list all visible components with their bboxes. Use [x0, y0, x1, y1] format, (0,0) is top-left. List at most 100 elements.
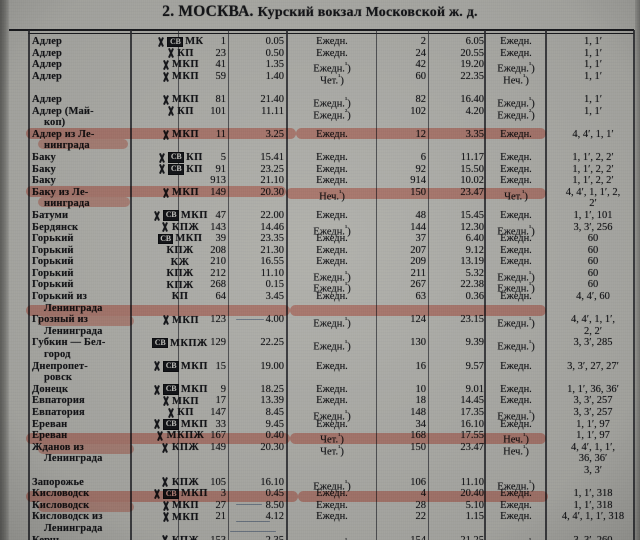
train-type-cell: МКП: [132, 94, 228, 106]
car-classes-label: КП: [186, 163, 203, 175]
table-row: Баку СВ КП 91 23.25 Ежедн. 92 15.50 Ежедн. 1, 1′,…: [0, 164, 640, 176]
destination-cell-continued: нинграда: [44, 198, 90, 210]
platform-cell: 36, 36′: [578, 453, 608, 465]
train-number-inbound: 24: [415, 47, 427, 59]
table-top-rule-outer: [9, 29, 634, 31]
col-rule-dy1: [286, 30, 288, 540]
train-number-outbound: 59: [215, 70, 227, 82]
arrival-time-inbound: 6.05: [465, 36, 484, 47]
destination-cell: Горький: [32, 233, 74, 245]
arrival-time-inbound: 13.19: [460, 256, 484, 268]
destination-cell: Горький: [32, 256, 74, 268]
car-classes-label: МКП: [180, 384, 208, 396]
destination-cell: Адлер: [32, 93, 63, 105]
train-type-cell: КПЖ: [132, 535, 228, 540]
departure-time-outbound: 4.00: [265, 314, 284, 326]
dining-car-icon: [161, 397, 170, 406]
col-rule-dy2: [484, 30, 486, 540]
departure-time-outbound: 20.30: [260, 186, 284, 198]
frequency-inbound: Ежедн.: [500, 511, 532, 523]
frequency-inbound: Ежедн.: [500, 175, 532, 187]
train-number-inbound: 28: [415, 499, 427, 511]
train-type-cell: КЖ: [132, 256, 228, 268]
train-number-inbound: 82: [415, 93, 427, 105]
table-row: Адлер МКП 81 21.40 Ежедн.¹) 82 16.40 Ежедн.¹) 1,…: [0, 93, 640, 110]
departure-time-outbound: 1.35: [265, 59, 284, 71]
table-row: Адлер из Ле- МКП 11 3.25 Ежедн. 12 3.35 Ежедн. 4…: [0, 129, 640, 141]
arrival-time-inbound: 5.10: [465, 499, 484, 511]
destination-cell: Адлер: [32, 70, 63, 82]
platform-cell: 4, 4′, 1, 1′, 2,: [565, 186, 621, 198]
destination-cell: Кисловодск: [32, 499, 90, 511]
arrival-time-inbound: 4.20: [465, 105, 484, 117]
dining-car-icon: [156, 37, 165, 46]
table-row: нинграда 2′: [0, 198, 640, 210]
frequency-outbound: Чет.¹): [320, 442, 344, 458]
train-number-outbound: 153: [182, 535, 226, 540]
train-type-cell: МКП: [132, 59, 228, 71]
train-number-inbound: 4: [420, 488, 426, 500]
train-type-cell: СВ МКП: [132, 210, 228, 222]
frequency-outbound: Ежедн.¹): [313, 268, 351, 284]
destination-cell-continued: город: [44, 349, 71, 361]
dining-car-icon: [161, 72, 170, 81]
platform-cell: 1, 1′, 2, 2′: [572, 175, 614, 187]
frequency-inbound: Неч.¹): [503, 442, 529, 458]
departure-time-outbound: 21.30: [260, 244, 284, 256]
destination-cell: Евпатория: [32, 407, 85, 418]
sleeping-car-badge: СВ: [152, 337, 169, 349]
table-row: коп): [0, 117, 640, 129]
frequency-inbound: Ежедн.: [500, 256, 532, 268]
train-type-cell: СВ КП: [132, 152, 228, 164]
train-number-outbound: 47: [215, 209, 227, 221]
frequency-outbound: Ежедн.¹): [313, 280, 351, 295]
platform-cell: 1, 1′: [583, 93, 603, 105]
col-rule-type: [130, 30, 132, 540]
platform-cell: 1, 1′: [583, 36, 603, 47]
car-classes-label: МКП: [172, 500, 199, 512]
platform-cell: 60: [587, 244, 599, 256]
train-number-outbound: 21: [215, 511, 227, 523]
train-number-inbound: 2: [420, 36, 426, 47]
dining-car-icon: [161, 536, 170, 540]
dining-car-icon: [152, 385, 161, 394]
table-row: Грозный из МКП 123 4.00 Ежедн.¹) 124 23.15 Ежед…: [0, 314, 640, 330]
timetable-rows: Адлер СВ МК 1 0.05 Ежедн. 2 6.05 Ежедн. 1, 1′ Адле…: [0, 36, 640, 540]
frequency-outbound: Ежедн.¹): [313, 408, 351, 423]
arrival-time-inbound: 11.17: [460, 151, 484, 163]
destination-cell: Керчь: [32, 535, 62, 540]
platform-cell: 4, 4′, 1, 1′,: [571, 314, 615, 326]
destination-cell: Кисловодск: [32, 488, 90, 500]
destination-cell: Евпатория: [32, 395, 85, 407]
table-row: Кисловодск МКП 27 8.50 Ежедн. 28 5.10 Ежедн. 1, …: [0, 500, 640, 512]
table-row: Кисловодск из МКП 21 4.12 Ежедн. 22 1.15 Ежедн.…: [0, 511, 640, 523]
frequency-inbound: Ежедн.: [500, 499, 532, 511]
departure-time-outbound: 23.35: [260, 233, 284, 245]
frequency-inbound: Ежедн.: [500, 36, 532, 47]
arrival-time-inbound: 19.20: [460, 59, 484, 71]
car-classes-label: КПЖ: [166, 244, 194, 256]
col-rule-dest: [28, 30, 30, 540]
train-number-inbound: 42: [415, 59, 427, 71]
frequency-inbound: Ежедн.¹): [497, 408, 535, 423]
dining-car-icon: [161, 501, 170, 510]
col-rule-no2: [376, 30, 377, 540]
platform-cell: 1, 1′: [583, 70, 603, 82]
arrival-time-inbound: 9.39: [465, 337, 484, 349]
destination-cell: Адлер (Май-: [32, 105, 94, 117]
departure-time-outbound: 0.05: [265, 36, 284, 47]
dining-car-icon: [152, 211, 161, 220]
platform-cell: 3, 3′, 256: [573, 221, 613, 233]
train-number-outbound: 123: [210, 314, 226, 326]
car-classes-label: КП: [186, 152, 203, 164]
departure-time-outbound: 0.50: [265, 47, 284, 59]
departure-time-outbound: 3.25: [265, 128, 284, 140]
sleeping-car-badge: СВ: [157, 233, 174, 245]
destination-cell-continued: Ленинграда: [44, 453, 103, 465]
table-row: Днепропет- СВ МКП 15 19.00 Ежедн. 16 9.57 Ежедн.…: [0, 361, 640, 373]
train-number-outbound: 167: [210, 430, 226, 442]
platform-cell: 1, 1′: [583, 47, 603, 59]
platform-cell: 4, 4′, 60: [576, 291, 610, 303]
train-number-outbound: 64: [215, 291, 227, 303]
train-number-outbound: 5: [220, 151, 226, 163]
